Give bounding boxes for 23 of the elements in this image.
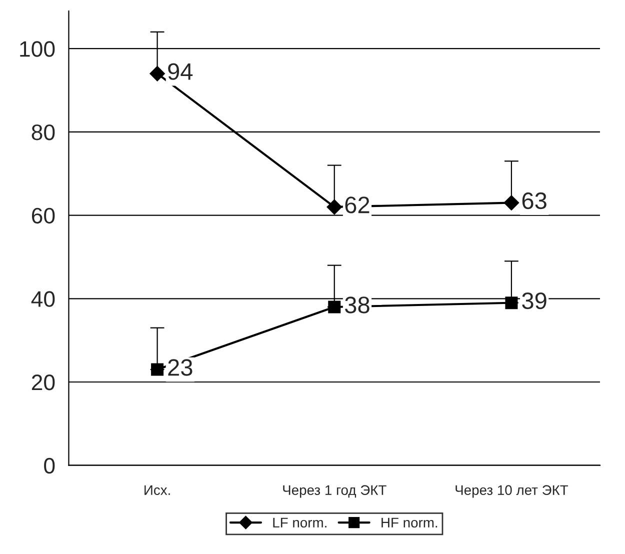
data-label: 38	[344, 296, 370, 314]
point	[328, 300, 341, 314]
x-tick-label: Через 10 лет ЭКТ	[456, 485, 568, 498]
y-tick-label: 40	[31, 291, 55, 307]
legend-label: HF norm.	[382, 518, 438, 528]
point	[151, 363, 164, 376]
data-label: 39	[522, 292, 546, 310]
y-tick-label: 80	[32, 124, 55, 140]
point	[326, 199, 342, 215]
point	[505, 296, 518, 310]
y-tick-label: 20	[32, 374, 55, 390]
y-tick-label: 60	[32, 208, 55, 224]
legend-label: LF norm.	[273, 518, 326, 528]
point	[150, 66, 165, 82]
y-tick-label: 100	[20, 41, 55, 57]
y-tick-label: 0	[44, 458, 55, 474]
data-label: 62	[345, 196, 370, 214]
data-label: 23	[168, 359, 192, 376]
data-label: 63	[522, 192, 546, 210]
x-tick-label: Исх.	[144, 485, 170, 496]
point	[504, 195, 520, 210]
data-label: 94	[168, 63, 193, 80]
x-tick-label: Через 1 год ЭКТ	[283, 485, 386, 498]
